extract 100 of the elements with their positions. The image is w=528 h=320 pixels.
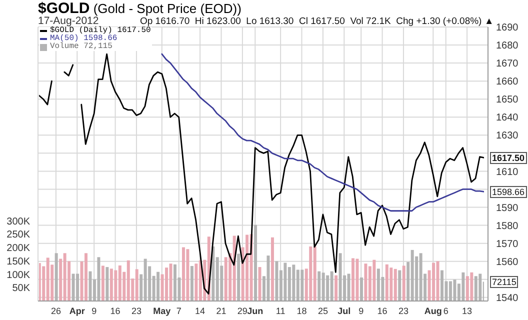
bar <box>246 234 249 301</box>
x-tick-label: 29 <box>237 306 248 316</box>
y2-tick-label: 1590 <box>496 202 519 214</box>
y2-tick-label: 1690 <box>496 22 519 34</box>
x-tick-label: 13 <box>462 306 472 316</box>
y-tick-label: 150K <box>6 256 30 268</box>
annotation: Op 1616.70 Hi 1623.00 Lo 1613.30 Cl 1617.50 Vol 72.1K Chg +1.30 (+0.08%) ▲ <box>140 16 494 27</box>
x-tick-label: 7 <box>176 306 182 316</box>
bar <box>448 281 452 301</box>
x-tick-label: 21 <box>216 306 226 316</box>
bar <box>398 270 402 301</box>
x-tick-label: 16 <box>377 306 388 316</box>
bar <box>432 262 436 301</box>
bar <box>364 264 368 301</box>
line-series <box>161 53 484 212</box>
x-tick-label: 11 <box>276 306 286 316</box>
bar <box>313 246 316 301</box>
x-tick-label: 14 <box>195 306 206 316</box>
x-tick-label: Aug <box>424 306 442 316</box>
bar <box>419 253 422 301</box>
bar <box>360 277 363 301</box>
x-tick-label: Jul <box>338 306 351 316</box>
bar <box>326 275 330 301</box>
bar <box>144 258 147 301</box>
bar <box>474 276 478 301</box>
bar <box>169 264 172 301</box>
bar <box>470 272 474 301</box>
bar <box>97 257 100 301</box>
x-tick-label: 25 <box>318 306 328 316</box>
bar <box>478 274 482 301</box>
bar <box>84 253 88 301</box>
x-tick-label: 6 <box>443 306 448 316</box>
bar <box>190 266 194 301</box>
y2-tick-label: 1670 <box>496 58 519 70</box>
y-tick-label: 50K <box>12 283 30 294</box>
bar <box>410 250 414 301</box>
bar <box>126 260 130 301</box>
y2-tick-label: 1630 <box>496 130 519 142</box>
bar <box>63 253 66 301</box>
x-tick-label: 9 <box>358 306 364 316</box>
bar <box>237 254 240 301</box>
bar <box>110 268 113 301</box>
bar <box>254 224 258 301</box>
bar <box>330 271 334 301</box>
bar <box>106 267 109 301</box>
bar <box>462 272 465 301</box>
bar <box>284 262 287 301</box>
bar <box>376 268 380 301</box>
y2-tick-label: 1640 <box>496 112 519 124</box>
bar <box>72 274 75 301</box>
x-tick-label: Jun <box>247 306 264 316</box>
bar <box>118 265 122 301</box>
bar <box>135 269 138 301</box>
bar <box>338 253 342 301</box>
text: 1598.66 <box>490 186 527 198</box>
bar <box>347 274 350 301</box>
bar <box>156 272 160 301</box>
text: 1617.50 <box>490 152 527 164</box>
bar <box>101 266 104 301</box>
bar <box>334 275 338 301</box>
bar <box>394 268 397 301</box>
y2-tick-label: 1560 <box>496 256 519 268</box>
bar <box>54 253 58 301</box>
y-tick-label: 250K <box>6 230 30 241</box>
bar <box>88 271 92 301</box>
bar <box>194 264 198 301</box>
bar <box>385 264 388 301</box>
y2-tick-label: 1680 <box>496 40 519 52</box>
legend-label: MA(50) 1598.66 <box>49 34 118 43</box>
x-tick-label: 9 <box>92 306 97 316</box>
chart-subtitle: 17-Aug-2012 <box>38 15 99 27</box>
bar <box>266 256 270 301</box>
bar <box>466 276 469 301</box>
bar <box>436 261 440 301</box>
y-tick-label: 100K <box>6 270 30 281</box>
bar <box>186 249 190 301</box>
x-tick-label: 23 <box>398 306 408 316</box>
bar <box>292 264 296 301</box>
y2-tick-label: 1540 <box>496 292 519 304</box>
chart-title: $GOLD (Gold - Spot Price (EOD)) <box>38 0 242 17</box>
bar <box>258 267 262 301</box>
x-tick-label: Apr <box>69 306 86 316</box>
bar <box>76 274 80 301</box>
bar <box>46 258 50 301</box>
y-tick-label: 200K <box>6 243 30 254</box>
bar <box>356 258 359 301</box>
y2-tick-label: 1610 <box>496 166 519 178</box>
bar <box>39 263 41 301</box>
bar <box>288 267 291 301</box>
bar <box>318 271 321 301</box>
legend-label: Volume 72,115 <box>49 42 114 51</box>
bar <box>453 280 456 301</box>
x-tick-label: 26 <box>50 306 61 316</box>
x-tick-label: 23 <box>131 306 142 316</box>
y2-tick-label: 1660 <box>496 76 519 88</box>
bar <box>322 272 325 301</box>
x-tick-label: 16 <box>110 306 120 316</box>
bar <box>165 268 168 301</box>
text: 72115 <box>490 276 518 288</box>
y2-tick-label: 1570 <box>496 238 519 250</box>
